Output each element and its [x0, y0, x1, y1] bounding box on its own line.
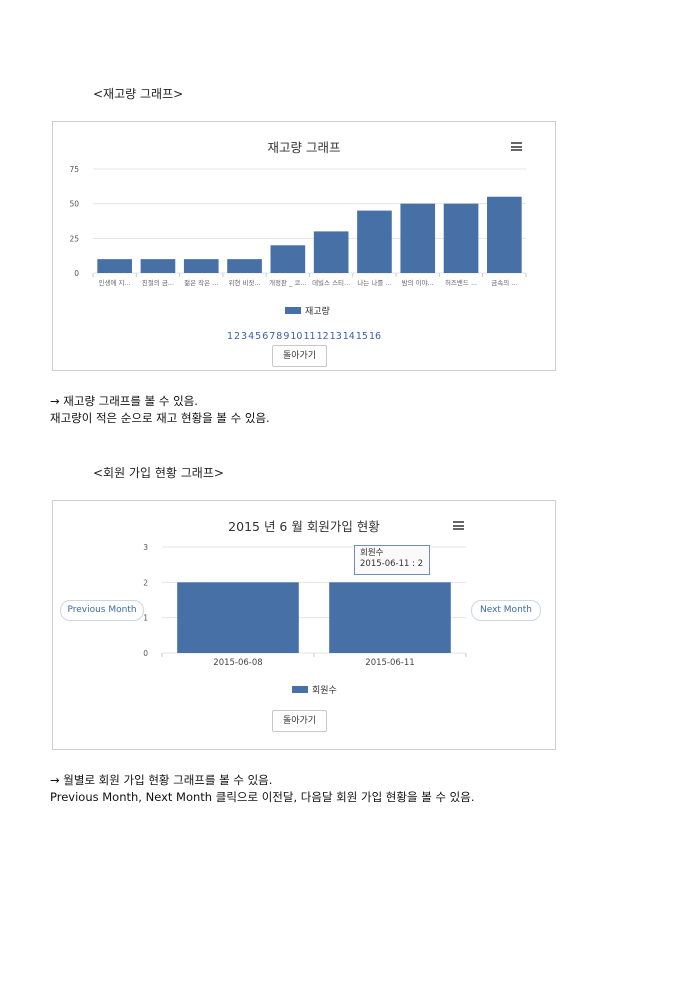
section-heading-inventory: <재고량 그래프> [93, 87, 184, 101]
y-tick-label: 2 [143, 578, 148, 587]
chart-legend[interactable]: 회원수 [292, 683, 337, 696]
y-tick-label: 1 [143, 614, 148, 623]
bar [400, 203, 436, 273]
page-link[interactable]: 12 [316, 331, 329, 342]
signup-chart-svg: 0 1 2 3 2015-06-08 2015-06-11 [143, 543, 467, 668]
bar [270, 245, 306, 273]
signup-chart-panel: 2015 년 6 월 회원가입 현황 0 1 2 3 2015-06-08 2015-06… [52, 500, 556, 750]
inventory-chart-panel: 재고량 그래프 0 25 50 75 인생에 지... 친절의 금... 젊은 작은 ...… [52, 121, 556, 371]
y-tick-label: 50 [69, 200, 79, 209]
y-tick-label: 0 [143, 649, 148, 658]
pagination: 12345678910111213141516 [53, 331, 555, 342]
bar [97, 259, 132, 273]
x-tick-label: 2015-06-11 [365, 658, 414, 668]
x-tick-label: 인생에 지... [99, 278, 131, 287]
page-link[interactable]: 10 [290, 331, 303, 342]
y-tick-label: 3 [143, 543, 148, 552]
x-tick-label: 친절의 금... [142, 278, 174, 287]
bar [183, 259, 219, 273]
page-link[interactable]: 15 [355, 331, 368, 342]
desc-line: 재고량이 적은 순으로 재고 현황을 볼 수 있음. [50, 411, 270, 425]
bar [177, 582, 299, 653]
page-link[interactable]: 3 [241, 331, 248, 342]
x-tick-label: 위현 비잣... [228, 278, 260, 287]
tooltip-title: 회원수 [360, 548, 384, 558]
page-link[interactable]: 5 [255, 331, 262, 342]
hamburger-menu-icon[interactable] [511, 142, 522, 151]
back-button[interactable]: 돌아가기 [272, 710, 327, 732]
page-link[interactable]: 7 [269, 331, 276, 342]
page-link[interactable]: 14 [342, 331, 355, 342]
bar [357, 210, 392, 273]
chart-legend[interactable]: 재고량 [285, 304, 330, 317]
page-link[interactable]: 6 [262, 331, 269, 342]
bar [313, 231, 349, 273]
x-tick-label: 나는 나를 ... [357, 278, 391, 287]
desc-line: → 월별로 회원 가입 현황 그래프를 볼 수 있음. [50, 773, 273, 787]
page-link[interactable]: 13 [329, 331, 342, 342]
page-link[interactable]: 9 [283, 331, 290, 342]
bar [329, 582, 451, 653]
next-month-button[interactable]: Next Month [471, 600, 541, 621]
bar [227, 259, 262, 273]
tooltip-value: 2015-06-11 : 2 [360, 559, 424, 569]
x-tick-label: 밤의 이야... [402, 278, 434, 287]
legend-label: 회원수 [312, 686, 337, 696]
page-link[interactable]: 2 [234, 331, 241, 342]
y-tick-label: 25 [69, 234, 79, 243]
section-heading-signup: <회원 가입 현황 그래프> [93, 466, 224, 480]
desc-line: Previous Month, Next Month 클릭으로 이전달, 다음달… [50, 790, 475, 804]
bar [140, 259, 176, 273]
back-button[interactable]: 돌아가기 [272, 345, 327, 367]
previous-month-button[interactable]: Previous Month [60, 600, 144, 621]
inventory-description: → 재고량 그래프를 볼 수 있음. 재고량이 적은 순으로 재고 현황을 볼 … [50, 393, 270, 427]
bar [443, 203, 479, 273]
page-link[interactable]: 11 [303, 331, 316, 342]
chart-title: 재고량 그래프 [267, 140, 341, 155]
x-tick-label: 젊은 작은 ... [184, 278, 218, 287]
legend-swatch [285, 307, 301, 314]
x-tick-label: 금속의 ... [491, 278, 517, 287]
page-link[interactable]: 1 [226, 331, 233, 342]
y-tick-label: 0 [74, 269, 79, 278]
legend-label: 재고량 [305, 307, 330, 317]
x-tick-label: 데빌스 스티... [312, 278, 350, 287]
y-tick-label: 75 [69, 165, 79, 174]
chart-tooltip: 회원수 2015-06-11 : 2 [354, 545, 430, 575]
x-tick-label: 2015-06-08 [213, 658, 262, 668]
x-tick-label: 개정판 _ 코... [269, 278, 307, 287]
x-tick-label: 허즈밴드 ... [445, 278, 477, 287]
desc-line: → 재고량 그래프를 볼 수 있음. [50, 394, 198, 408]
chart-title: 2015 년 6 월 회원가입 현황 [228, 519, 380, 534]
page-link[interactable]: 4 [248, 331, 255, 342]
signup-description: → 월별로 회원 가입 현황 그래프를 볼 수 있음. Previous Mon… [50, 772, 475, 806]
bar [487, 196, 522, 273]
page-link[interactable]: 16 [368, 331, 382, 342]
inventory-chart-svg: 0 25 50 75 인생에 지... 친절의 금... 젊은 작은 ... 위현 비잣...… [69, 165, 527, 287]
page-link[interactable]: 8 [276, 331, 283, 342]
hamburger-menu-icon[interactable] [453, 521, 464, 530]
legend-swatch [292, 686, 308, 693]
